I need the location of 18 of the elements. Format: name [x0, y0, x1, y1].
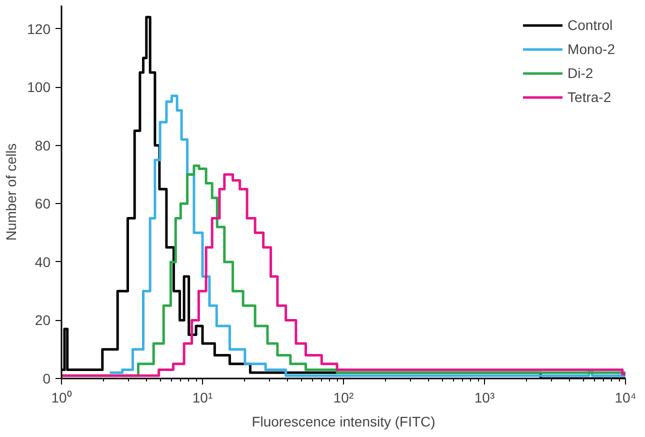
- legend-label: Tetra-2: [568, 89, 612, 105]
- y-axis-title: Number of cells: [3, 143, 20, 241]
- y-tick-label: 40: [34, 254, 51, 270]
- x-tick-label: 10⁰: [51, 390, 72, 406]
- y-tick-label: 20: [34, 312, 51, 328]
- x-tick-label: 10⁴: [614, 390, 636, 406]
- x-tick-label: 10³: [474, 390, 495, 406]
- y-tick-label: 100: [27, 79, 51, 96]
- y-tick-label: 60: [34, 196, 51, 212]
- y-tick-label: 80: [34, 137, 51, 154]
- x-axis-title: Fluorescence intensity (FITC): [252, 414, 436, 430]
- y-tick-label: 0: [42, 370, 51, 386]
- x-tick-label: 10²: [333, 390, 354, 406]
- legend-label: Mono-2: [568, 41, 615, 57]
- legend-label: Control: [568, 17, 613, 33]
- legend-label: Di-2: [568, 65, 594, 81]
- y-tick-label: 120: [27, 20, 51, 37]
- x-tick-label: 10¹: [192, 390, 213, 406]
